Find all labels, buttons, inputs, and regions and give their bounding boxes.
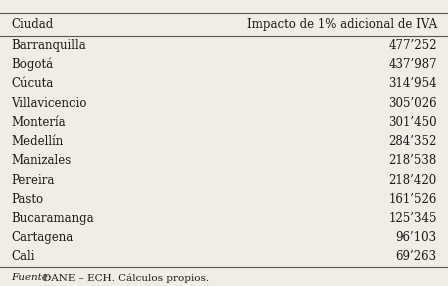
Text: Montería: Montería (11, 116, 66, 129)
Text: 96’103: 96’103 (396, 231, 437, 244)
Text: Bucaramanga: Bucaramanga (11, 212, 94, 225)
Text: Pereira: Pereira (11, 174, 55, 186)
Text: Fuente:: Fuente: (11, 273, 52, 283)
Text: 437’987: 437’987 (388, 58, 437, 71)
Text: 301’450: 301’450 (388, 116, 437, 129)
Text: 161’526: 161’526 (388, 193, 437, 206)
Text: 125’345: 125’345 (388, 212, 437, 225)
Text: Fuente:  DANE – ECH. Cálculos propios.: Fuente: DANE – ECH. Cálculos propios. (11, 273, 224, 283)
Text: Impacto de 1% adicional de IVA: Impacto de 1% adicional de IVA (247, 18, 437, 31)
Text: 477’252: 477’252 (388, 39, 437, 52)
Text: 314’954: 314’954 (388, 77, 437, 90)
Text: Pasto: Pasto (11, 193, 43, 206)
Text: Medellín: Medellín (11, 135, 64, 148)
Text: Bogotá: Bogotá (11, 58, 53, 71)
Text: 69’263: 69’263 (396, 251, 437, 263)
Text: Cúcuta: Cúcuta (11, 77, 53, 90)
Text: Barranquilla: Barranquilla (11, 39, 86, 52)
Text: Manizales: Manizales (11, 154, 71, 167)
Text: 284’352: 284’352 (388, 135, 437, 148)
Text: Villavicencio: Villavicencio (11, 97, 87, 110)
Text: 305’026: 305’026 (388, 97, 437, 110)
Text: Cali: Cali (11, 251, 34, 263)
Text: Ciudad: Ciudad (11, 18, 53, 31)
Text: 218’538: 218’538 (388, 154, 437, 167)
Text: DANE – ECH. Cálculos propios.: DANE – ECH. Cálculos propios. (43, 273, 210, 283)
Text: Cartagena: Cartagena (11, 231, 73, 244)
Text: 218’420: 218’420 (388, 174, 437, 186)
